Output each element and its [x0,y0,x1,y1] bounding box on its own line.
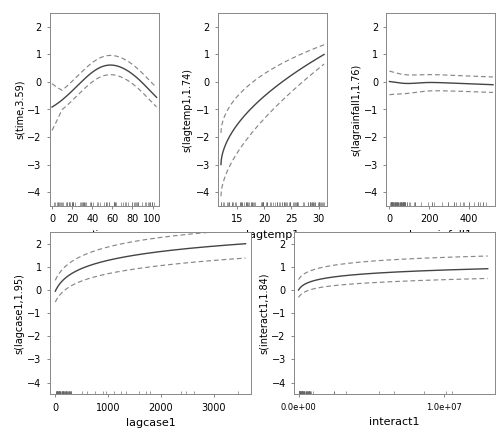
X-axis label: lagrainfall1: lagrainfall1 [409,230,472,240]
X-axis label: time: time [92,230,117,240]
Y-axis label: s(lagtemp1,1.74): s(lagtemp1,1.74) [182,67,192,152]
X-axis label: interact1: interact1 [370,417,420,427]
Y-axis label: s(lagcase1,1.95): s(lagcase1,1.95) [14,273,24,353]
X-axis label: lagtemp1: lagtemp1 [246,230,299,240]
X-axis label: lagcase1: lagcase1 [126,418,176,428]
Y-axis label: s(interact1,1.84): s(interact1,1.84) [258,272,268,354]
Y-axis label: s(time,3.59): s(time,3.59) [14,80,24,139]
Y-axis label: s(lagrainfall1,1.76): s(lagrainfall1,1.76) [351,64,361,155]
